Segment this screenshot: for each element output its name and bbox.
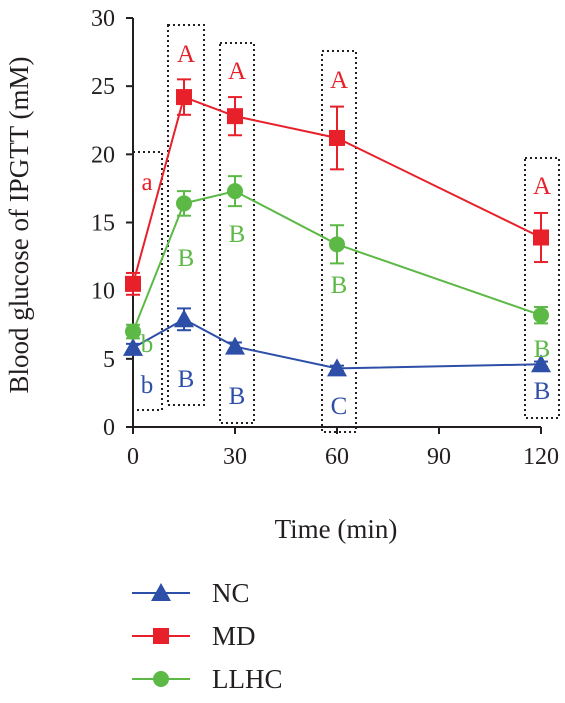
legend-item-llhc: LLHC [130,660,430,703]
significance-letter: A [228,58,246,85]
legend: NC MD LLHC [130,574,430,703]
significance-letter: A [177,41,195,68]
data-point-llhc [533,307,549,324]
circle-marker-icon [132,671,190,687]
legend-label-llhc: LLHC [212,664,283,694]
data-point-nc [225,336,245,355]
y-tick-label: 10 [91,279,115,305]
y-tick-label: 20 [91,142,115,168]
significance-letter: A [533,173,551,200]
significance-letter: B [534,336,551,363]
y-tick-label: 25 [91,74,115,100]
x-tick-label: 30 [223,444,247,470]
significance-letter: B [178,366,195,393]
data-point-llhc [125,323,141,340]
significance-letter: B [178,245,195,272]
data-point-md [533,229,549,246]
significance-letter: C [331,393,348,420]
data-point-md [227,108,243,125]
data-point-llhc [227,183,243,200]
significance-letter: B [229,383,246,410]
significance-letter: b [141,372,154,399]
square-marker-icon [132,628,190,644]
significance-box [321,50,357,433]
x-axis-label: Time (min) [275,514,398,544]
y-tick-label: 0 [103,415,115,441]
data-point-llhc [329,236,345,253]
significance-box [524,157,560,419]
significance-letter: b [141,331,154,358]
legend-label-md: MD [212,621,256,651]
data-point-nc [174,309,194,328]
x-tick-label: 60 [325,444,349,470]
data-point-nc [327,358,347,377]
legend-label-nc: NC [212,578,250,608]
legend-item-md: MD [130,617,430,660]
data-point-md [176,89,192,106]
y-tick-label: 30 [91,6,115,32]
data-point-md [125,275,141,292]
significance-letter: A [330,67,348,94]
series-layer [123,78,551,377]
significance-box [219,42,255,424]
data-point-nc [531,354,551,373]
data-point-md [329,129,345,146]
legend-item-nc: NC [130,574,430,617]
y-axis-label: Blood glucose of IPGTT (mM) [4,57,34,394]
data-point-nc [123,337,143,356]
y-tick-label: 5 [103,347,115,373]
y-tick-label: 15 [91,211,115,237]
x-tick-label: 90 [427,444,451,470]
significance-letter: B [534,378,551,405]
axes: 0 5 10 15 20 25 30 0 30 60 90 120 [91,6,559,470]
triangle-marker-icon [132,583,190,601]
significance-letter: B [229,221,246,248]
x-tick-label: 0 [127,444,139,470]
data-point-llhc [176,195,192,212]
significance-letter: B [331,272,348,299]
significance-letter: a [141,169,152,196]
x-tick-label: 120 [523,444,559,470]
significance-box [167,24,205,406]
